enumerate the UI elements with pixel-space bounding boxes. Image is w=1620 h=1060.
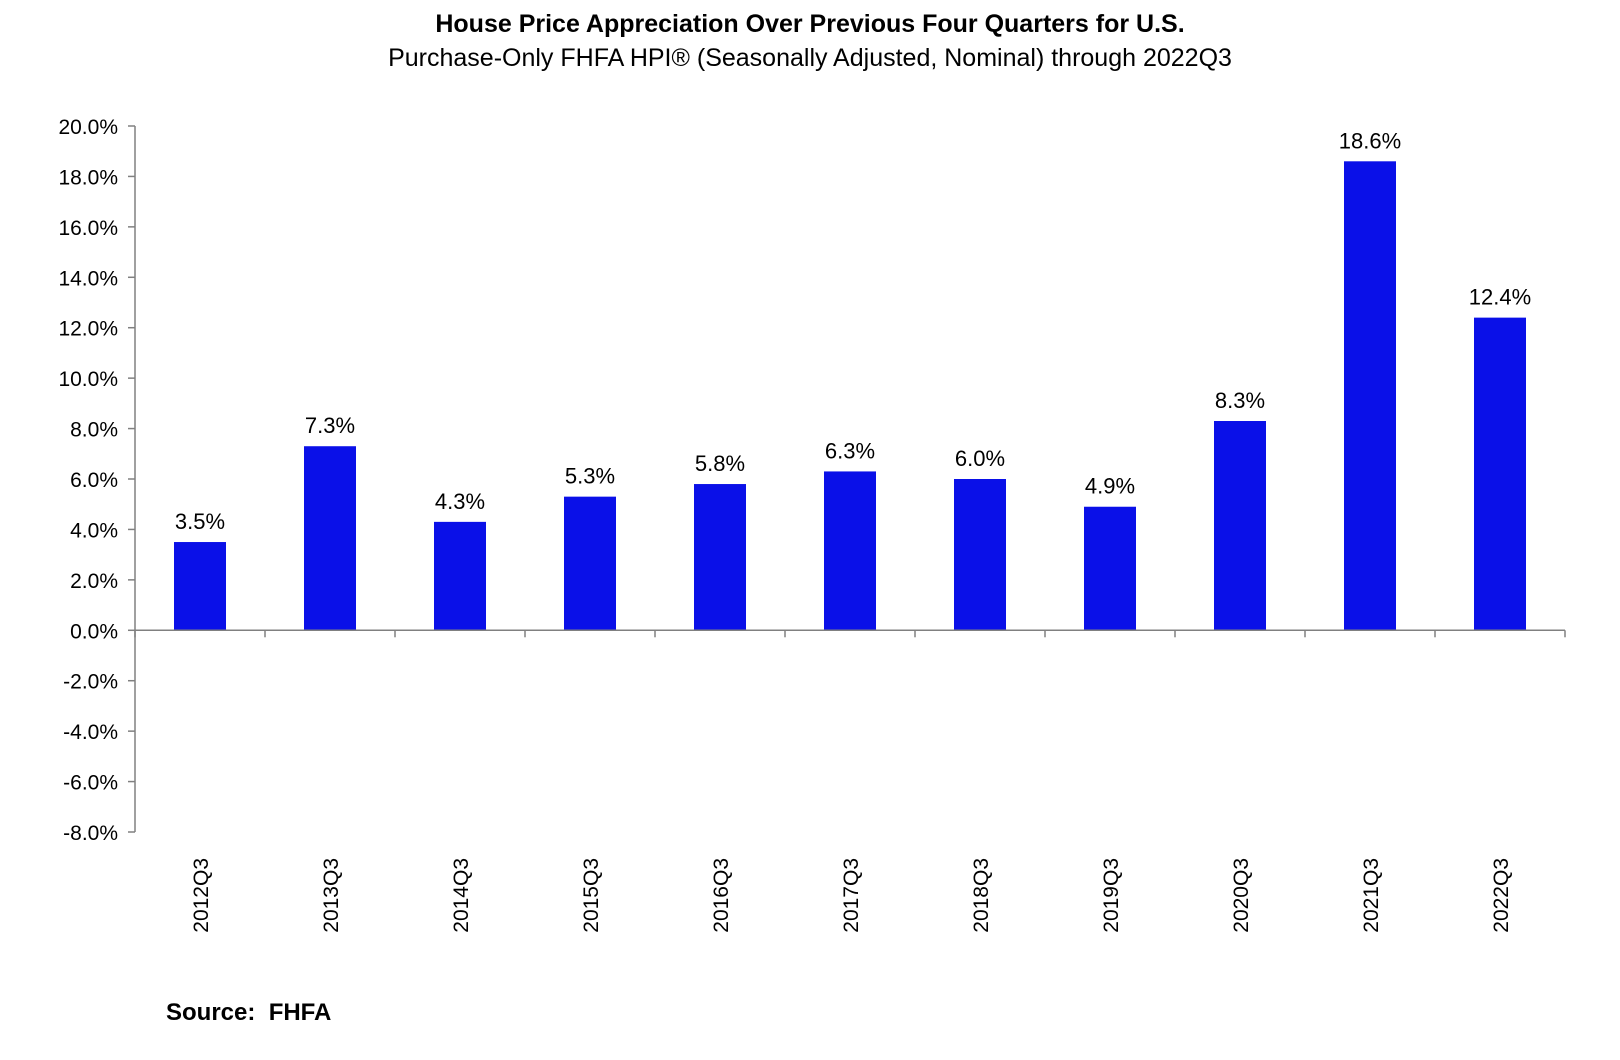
x-axis: 2012Q3 2013Q3 2014Q3 2015Q3 2016Q3 2017Q3 2018… [134, 629, 1566, 933]
y-tick-label: 0.0% [70, 620, 118, 643]
data-label: 12.4% [1469, 285, 1531, 310]
x-tick-label: 2021Q3 [1360, 858, 1383, 933]
y-tick-label: -2.0% [63, 671, 118, 694]
y-tick-label: 16.0% [58, 217, 118, 240]
bar-2015Q3 [564, 496, 616, 631]
data-label: 4.9% [1085, 474, 1135, 499]
y-tick-label: 20.0% [58, 116, 118, 139]
chart-subtitle: Purchase-Only FHFA HPI® (Seasonally Adju… [388, 44, 1232, 72]
y-tick-label: 10.0% [58, 368, 118, 391]
y-tick-label: 6.0% [70, 469, 118, 492]
x-tick-label: 2022Q3 [1490, 858, 1513, 933]
x-tick-label: 2019Q3 [1100, 858, 1123, 933]
data-label: 5.8% [695, 451, 745, 476]
y-tick-label: -6.0% [63, 772, 118, 795]
data-label: 3.5% [175, 509, 225, 534]
x-tick-label: 2017Q3 [840, 858, 863, 933]
bar-2020Q3 [1214, 421, 1266, 631]
y-tick-label: 12.0% [58, 318, 118, 341]
bar-2018Q3 [954, 479, 1006, 631]
bar-2019Q3 [1084, 506, 1136, 631]
y-tick-label: 14.0% [58, 267, 118, 290]
bar-2016Q3 [694, 484, 746, 631]
data-label: 18.6% [1339, 128, 1401, 153]
source-label: Source: FHFA [166, 999, 332, 1026]
x-tick-label: 2018Q3 [970, 858, 993, 933]
x-tick-label: 2015Q3 [580, 858, 603, 933]
data-label: 5.3% [565, 464, 615, 489]
data-label: 4.3% [435, 489, 485, 514]
bar-2013Q3 [304, 446, 356, 631]
bar-2022Q3 [1474, 317, 1526, 631]
x-tick-label: 2016Q3 [710, 858, 733, 933]
bars [174, 161, 1526, 631]
y-axis: 20.0% 18.0% 16.0% 14.0% 12.0% 10.0% 8.0% 6.0% 4.… [58, 116, 136, 845]
bar-2017Q3 [824, 471, 876, 631]
y-tick-label: 4.0% [70, 519, 118, 542]
x-tick-label: 2014Q3 [450, 858, 473, 933]
data-label: 8.3% [1215, 388, 1265, 413]
data-label: 6.0% [955, 446, 1005, 471]
x-tick-label: 2020Q3 [1230, 858, 1253, 933]
y-tick-label: -4.0% [63, 721, 118, 744]
chart-title: House Price Appreciation Over Previous F… [435, 10, 1185, 38]
y-tick-label: -8.0% [63, 822, 118, 845]
x-tick-label: 2013Q3 [320, 858, 343, 933]
data-label: 7.3% [305, 413, 355, 438]
y-tick-label: 8.0% [70, 419, 118, 442]
y-tick-label: 18.0% [58, 166, 118, 189]
y-tick-label: 2.0% [70, 570, 118, 593]
bar-2012Q3 [174, 542, 226, 631]
bar-2014Q3 [434, 521, 486, 631]
data-labels: 3.5% 7.3% 4.3% 5.3% 5.8% 6.3% 6.0% 4.9% 8.3% 18.6… [175, 128, 1531, 534]
bar-2021Q3 [1344, 161, 1396, 631]
data-label: 6.3% [825, 438, 875, 463]
x-tick-label: 2012Q3 [190, 858, 213, 933]
